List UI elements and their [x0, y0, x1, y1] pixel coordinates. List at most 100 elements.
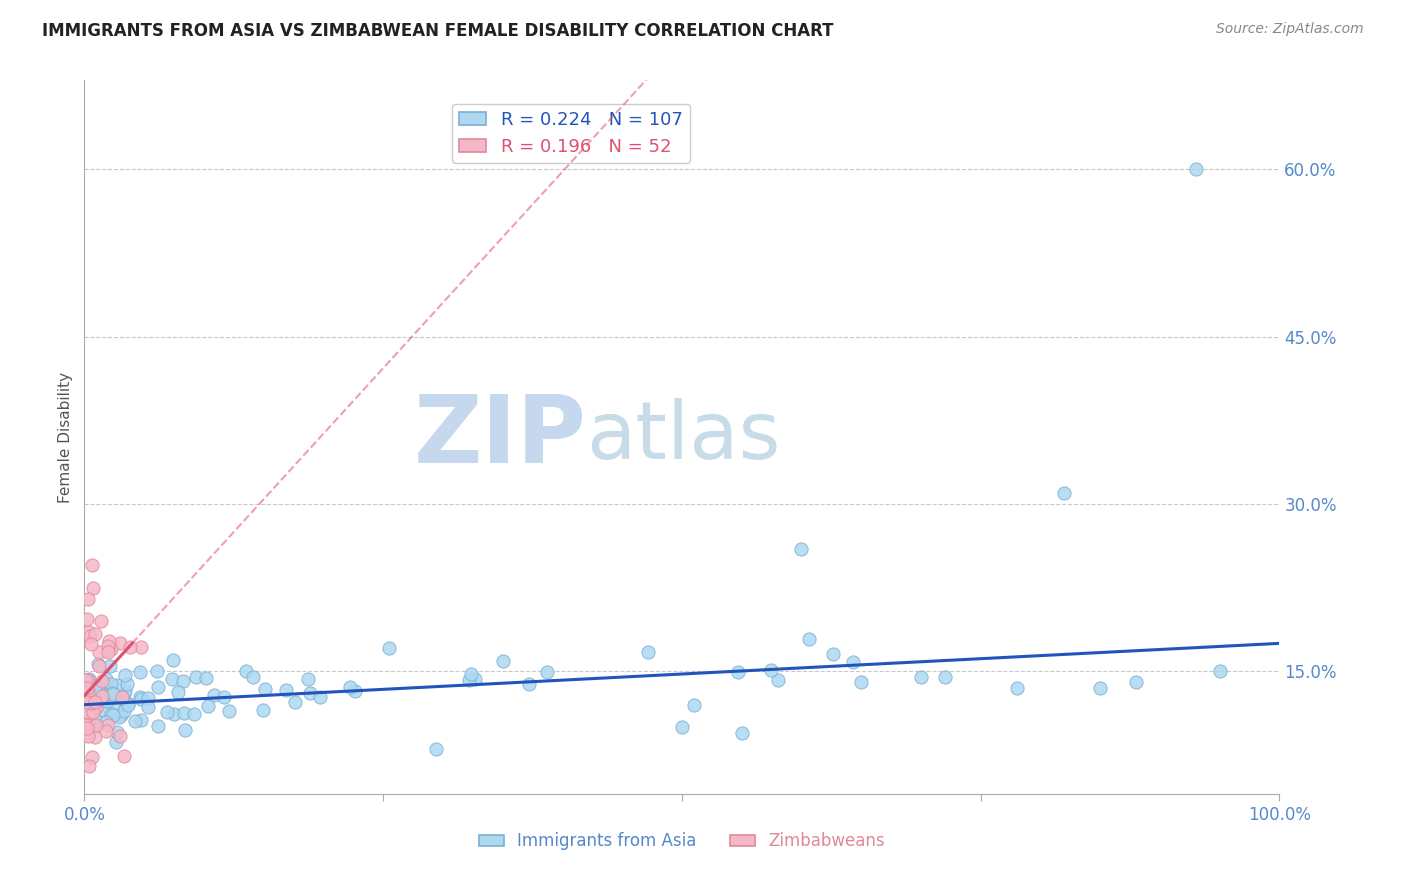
Point — [136, 690, 159, 705]
Point — [910, 670, 932, 684]
Point — [77, 683, 100, 698]
Point — [77, 672, 100, 686]
Point — [104, 735, 127, 749]
Point — [82, 688, 104, 702]
Point — [80, 749, 103, 764]
Point — [82, 705, 104, 719]
Point — [97, 681, 120, 696]
Point — [80, 696, 103, 710]
Point — [129, 690, 152, 704]
Point — [184, 670, 207, 684]
Point — [117, 697, 139, 711]
Point — [129, 713, 152, 727]
Point — [425, 741, 447, 756]
Point — [98, 634, 121, 648]
Point — [1209, 664, 1232, 679]
Point — [197, 699, 219, 714]
Point — [77, 698, 100, 712]
Point — [91, 674, 114, 689]
Point — [112, 749, 135, 764]
Point — [103, 687, 125, 701]
Point — [83, 680, 105, 694]
Point — [129, 665, 152, 679]
Text: IMMIGRANTS FROM ASIA VS ZIMBABWEAN FEMALE DISABILITY CORRELATION CHART: IMMIGRANTS FROM ASIA VS ZIMBABWEAN FEMAL… — [42, 22, 834, 40]
Point — [75, 718, 97, 732]
Point — [458, 673, 481, 688]
Point — [98, 677, 121, 691]
Point — [105, 678, 128, 692]
Point — [83, 719, 105, 733]
Point — [519, 677, 541, 691]
Point — [162, 653, 184, 667]
Point — [79, 712, 101, 726]
Point — [253, 681, 276, 696]
Point — [101, 697, 124, 711]
Point — [77, 759, 100, 773]
Point — [841, 655, 863, 669]
Point — [148, 680, 170, 694]
Point — [274, 682, 297, 697]
Point — [492, 654, 515, 668]
Point — [96, 694, 118, 708]
Point — [1090, 681, 1112, 695]
Point — [790, 541, 813, 556]
Point — [110, 708, 132, 723]
Point — [114, 668, 136, 682]
Point — [536, 665, 558, 680]
Point — [212, 690, 235, 705]
Point — [727, 665, 749, 679]
Point — [115, 677, 138, 691]
Point — [76, 681, 98, 695]
Point — [83, 700, 105, 714]
Point — [136, 700, 159, 714]
Point — [797, 632, 820, 647]
Point — [80, 637, 103, 651]
Point — [84, 699, 107, 714]
Point — [284, 695, 307, 709]
Point — [821, 647, 844, 661]
Point — [378, 641, 401, 656]
Point — [146, 664, 169, 678]
Point — [77, 710, 100, 724]
Point — [309, 690, 332, 704]
Point — [117, 698, 139, 712]
Point — [114, 684, 136, 698]
Point — [110, 636, 132, 650]
Point — [94, 723, 117, 738]
Point — [115, 695, 138, 709]
Point — [77, 696, 100, 710]
Point — [1125, 675, 1147, 690]
Point — [129, 640, 152, 654]
Point — [98, 659, 121, 673]
Text: ZIP: ZIP — [413, 391, 586, 483]
Point — [90, 614, 112, 628]
Point — [75, 681, 97, 695]
Point — [242, 670, 264, 684]
Point — [167, 685, 190, 699]
Point — [84, 688, 107, 702]
Point — [77, 673, 100, 687]
Point — [97, 640, 120, 654]
Point — [75, 691, 97, 706]
Point — [124, 714, 146, 728]
Point — [83, 695, 105, 709]
Point — [94, 672, 117, 686]
Point — [97, 642, 120, 657]
Point — [108, 710, 131, 724]
Point — [339, 680, 361, 694]
Point — [460, 666, 482, 681]
Point — [160, 672, 183, 686]
Point — [297, 672, 319, 686]
Point — [77, 625, 100, 640]
Point — [77, 690, 100, 704]
Point — [75, 695, 97, 709]
Point — [344, 684, 367, 698]
Point — [89, 659, 111, 673]
Point — [112, 686, 135, 700]
Point — [101, 685, 124, 699]
Point — [89, 645, 111, 659]
Point — [77, 718, 100, 732]
Point — [146, 719, 169, 733]
Point — [637, 645, 659, 659]
Point — [156, 705, 179, 719]
